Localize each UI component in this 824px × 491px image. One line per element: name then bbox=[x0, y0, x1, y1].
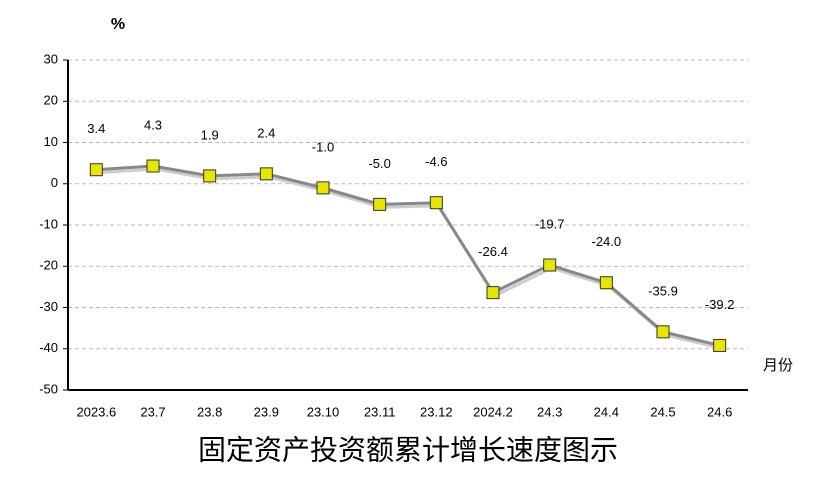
data-label: -4.6 bbox=[425, 154, 447, 169]
y-tick-label: -40 bbox=[39, 340, 58, 355]
y-tick-label: 20 bbox=[44, 93, 58, 108]
line-shadow bbox=[98, 167, 723, 350]
data-label: -35.9 bbox=[648, 283, 678, 298]
data-label: -5.0 bbox=[368, 156, 390, 171]
y-tick-label: -30 bbox=[39, 299, 58, 314]
data-label: 4.3 bbox=[144, 117, 162, 132]
marker bbox=[203, 169, 217, 183]
series-line bbox=[96, 164, 721, 347]
x-tick-label: 23.9 bbox=[254, 404, 279, 419]
marker bbox=[656, 325, 670, 339]
data-label: -39.2 bbox=[705, 297, 735, 312]
x-label: 月份 bbox=[763, 357, 793, 374]
marker bbox=[259, 167, 273, 181]
y-tick-label: 0 bbox=[51, 175, 58, 190]
y-tick-label: 10 bbox=[44, 134, 58, 149]
marker bbox=[713, 338, 727, 352]
x-tick-label: 2023.6 bbox=[76, 404, 116, 419]
marker bbox=[316, 181, 330, 195]
data-label: -19.7 bbox=[535, 216, 565, 231]
y-tick-label: -10 bbox=[39, 216, 58, 231]
data-label: 1.9 bbox=[201, 127, 219, 142]
chart-title: 固定资产投资额累计增长速度图示 bbox=[198, 434, 618, 467]
y-tick-label: -20 bbox=[39, 258, 58, 273]
y-tick-label: -50 bbox=[39, 381, 58, 396]
x-tick-label: 23.11 bbox=[364, 404, 396, 419]
x-tick-label: 24.4 bbox=[594, 404, 619, 419]
marker bbox=[429, 196, 443, 210]
marker bbox=[599, 276, 613, 290]
data-label: -1.0 bbox=[312, 139, 334, 154]
x-tick-label: 24.6 bbox=[707, 404, 732, 419]
x-tick-label: 2024.2 bbox=[473, 404, 513, 419]
data-label: -24.0 bbox=[592, 234, 622, 249]
marker bbox=[146, 159, 160, 173]
x-tick-label: 23.10 bbox=[307, 404, 340, 419]
marker bbox=[543, 258, 557, 272]
x-tick-label: 23.12 bbox=[420, 404, 453, 419]
data-label: -26.4 bbox=[478, 244, 508, 259]
x-tick-label: 24.5 bbox=[650, 404, 675, 419]
y-tick-label: 30 bbox=[44, 51, 58, 66]
x-tick-label: 23.8 bbox=[197, 404, 222, 419]
y-unit: % bbox=[111, 16, 125, 33]
x-tick-label: 23.7 bbox=[140, 404, 165, 419]
data-label: 3.4 bbox=[87, 121, 105, 136]
marker bbox=[89, 163, 103, 177]
marker bbox=[486, 286, 500, 300]
marker bbox=[373, 197, 387, 211]
data-label: 2.4 bbox=[257, 125, 275, 140]
x-tick-label: 24.3 bbox=[537, 404, 562, 419]
